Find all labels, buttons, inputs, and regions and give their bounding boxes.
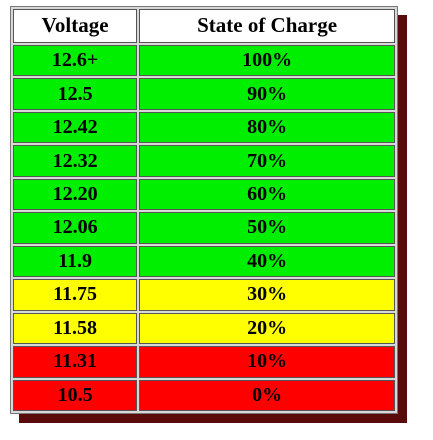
voltage-cell: 12.42 [13,111,138,144]
charge-cell: 100% [139,44,395,77]
row: 11.75 30% [13,279,395,311]
voltage-cell: 11.58 [13,312,138,345]
voltage-cell: 12.06 [13,212,138,244]
row: 10.5 0% [13,379,395,411]
voltage-cell: 11.31 [13,346,138,378]
charge-cell: 50% [139,212,395,244]
row: 12.32 70% [13,145,395,177]
voltage-cell: 11.75 [13,279,138,311]
charge-cell: 10% [139,346,395,378]
row: 12.06 50% [13,212,395,244]
charge-table: Voltage State of Charge 12.6+ 100% 12.5 90… [11,7,397,413]
voltage-cell: 11.9 [13,245,138,278]
table-frame: Voltage State of Charge 12.6+ 100% 12.5 90… [10,6,398,414]
voltage-cell: 12.32 [13,145,138,177]
charge-cell: 30% [139,279,395,311]
voltage-cell: 12.20 [13,178,138,211]
row: 12.20 60% [13,178,395,211]
row: 11.9 40% [13,245,395,278]
row: 11.31 10% [13,346,395,378]
charge-cell: 0% [139,379,395,411]
charge-cell: 60% [139,178,395,211]
voltage-cell: 12.5 [13,78,138,110]
row: 12.42 80% [13,111,395,144]
charge-cell: 70% [139,145,395,177]
row: 11.58 20% [13,312,395,345]
charge-cell: 20% [139,312,395,345]
header-cell: Voltage [13,9,138,43]
charge-cell: 90% [139,78,395,110]
voltage-cell: 12.6+ [13,44,138,77]
charge-cell: 80% [139,111,395,144]
header-row: Voltage State of Charge [13,9,395,43]
row: 12.6+ 100% [13,44,395,77]
charge-cell: 40% [139,245,395,278]
voltage-cell: 10.5 [13,379,138,411]
row: 12.5 90% [13,78,395,110]
header-cell: State of Charge [139,9,395,43]
